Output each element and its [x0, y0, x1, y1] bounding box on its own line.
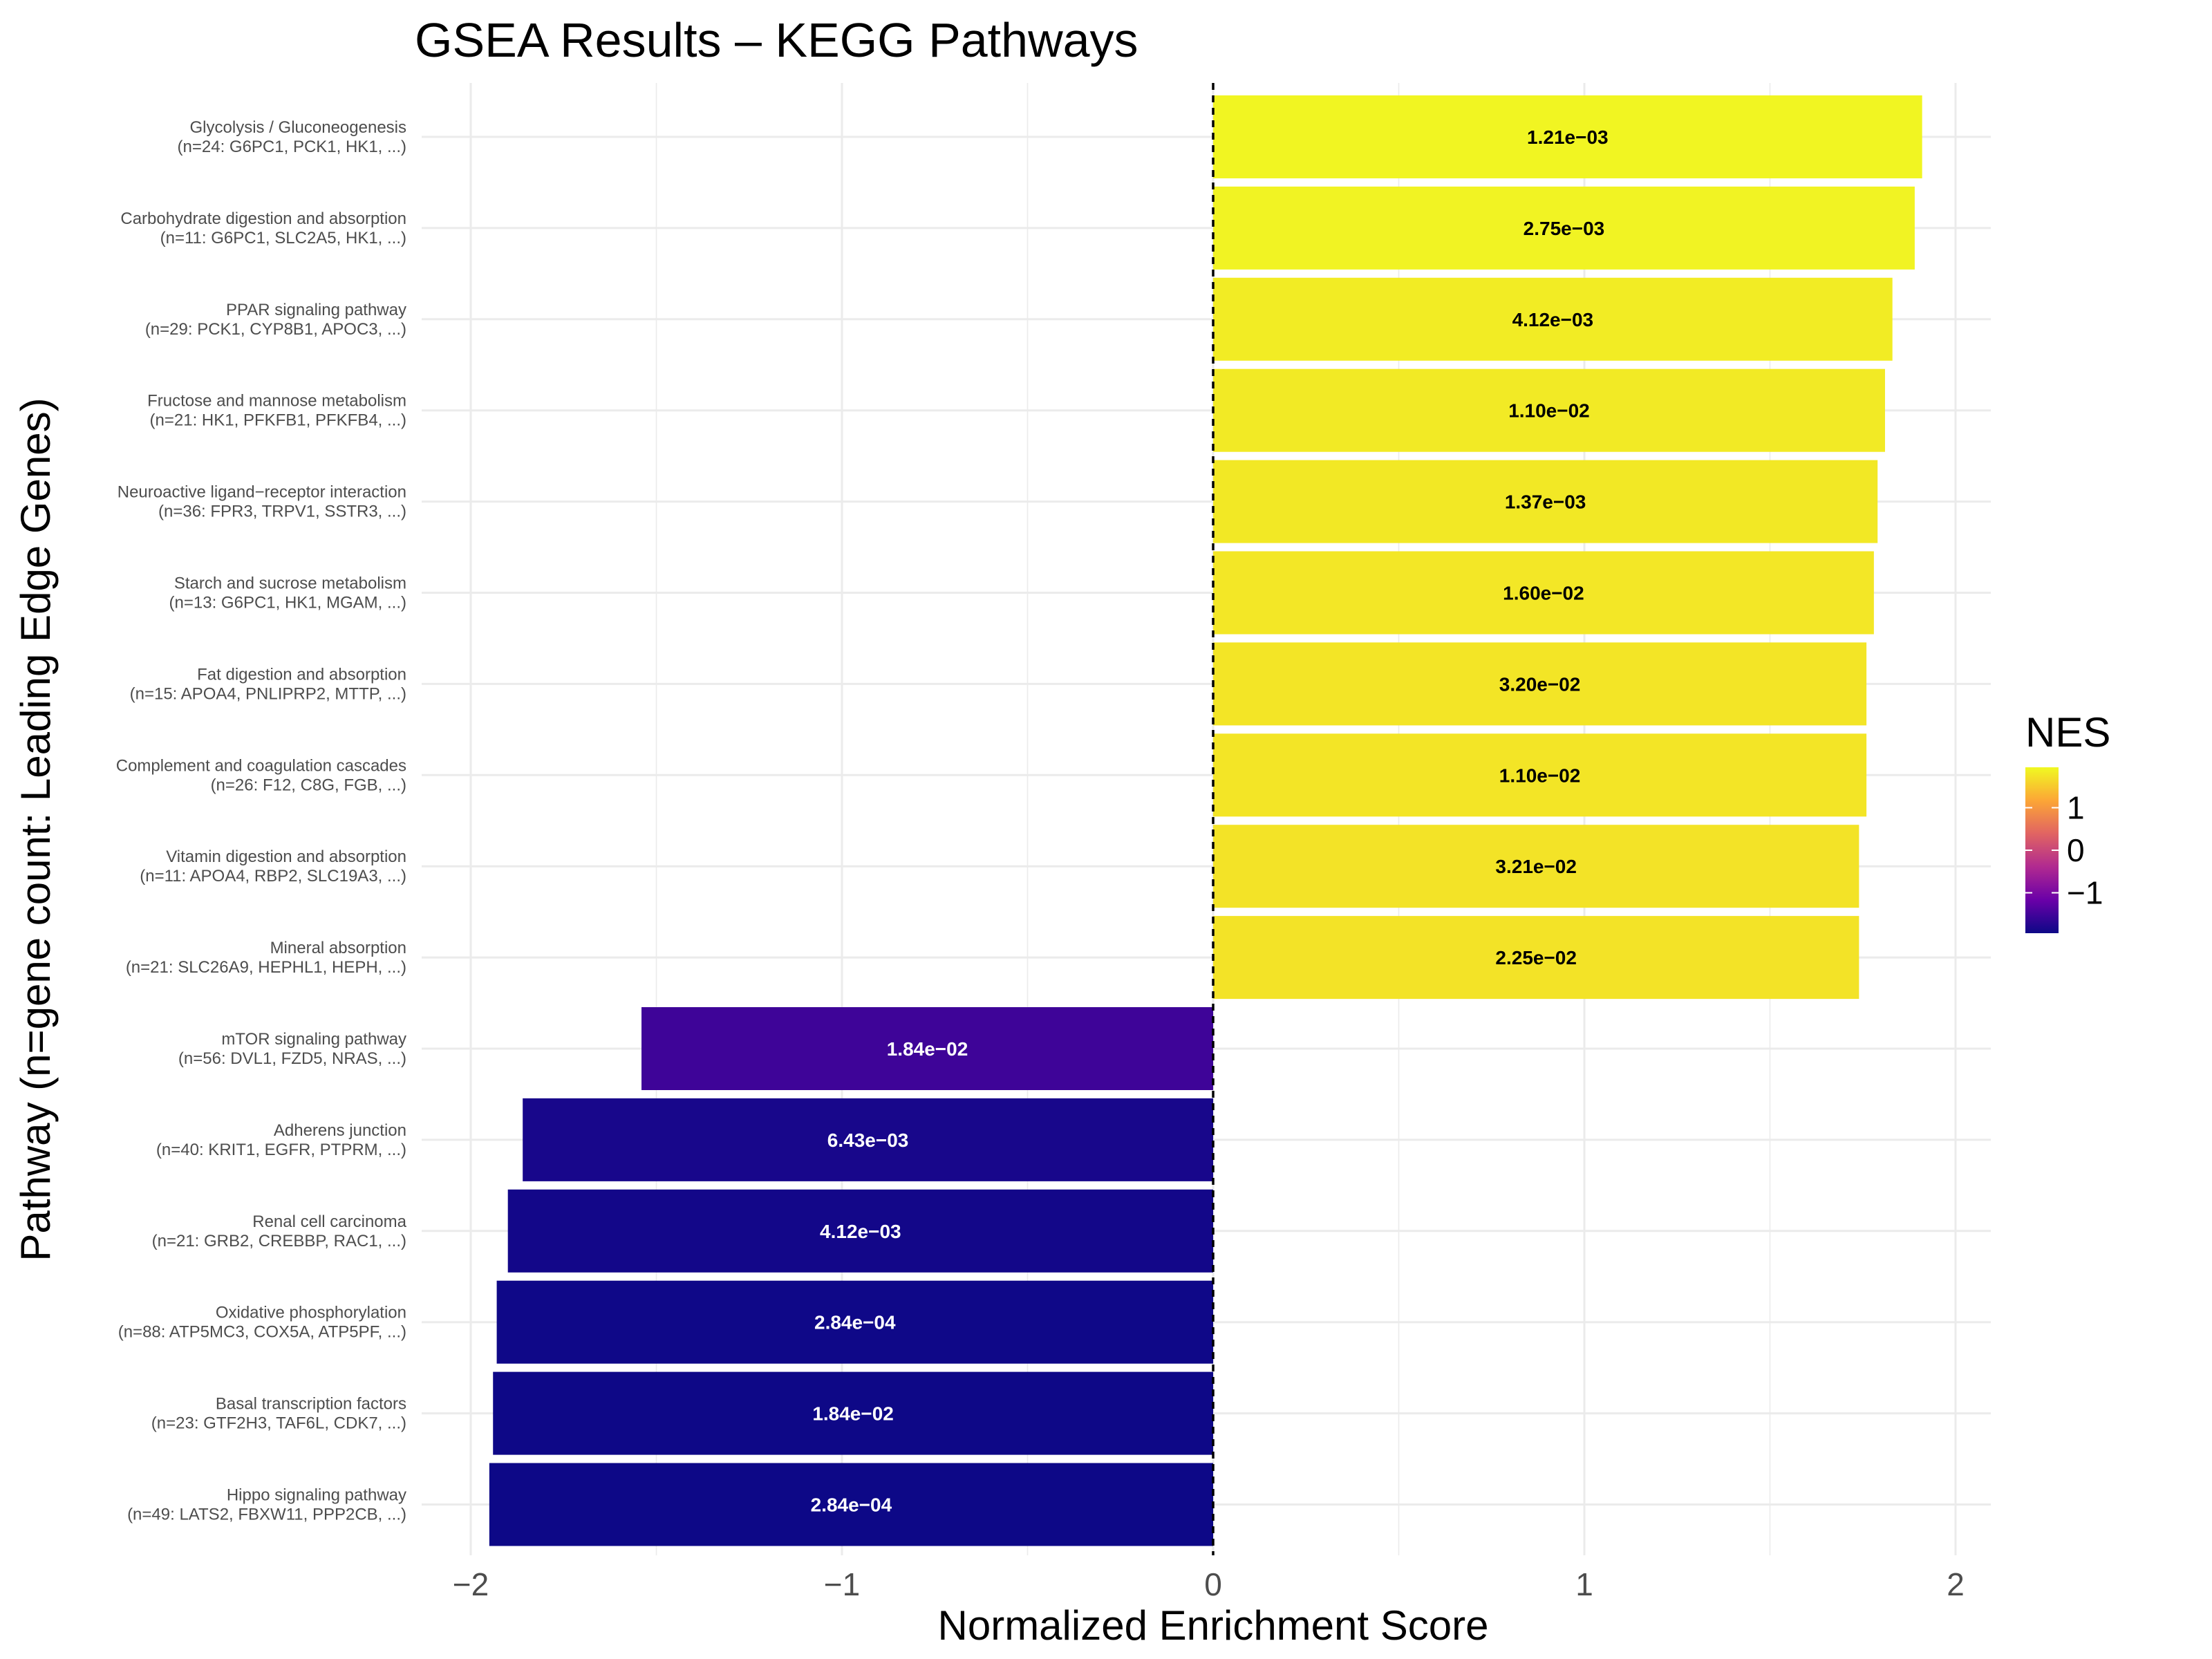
category-label-genes: (n=21: GRB2, CREBBP, RAC1, ...) [152, 1232, 406, 1250]
bar [496, 1280, 1213, 1364]
category-label-genes: (n=49: LATS2, FBXW11, PPP2CB, ...) [127, 1506, 406, 1524]
x-tick-label: −2 [453, 1566, 489, 1602]
bar-value-label: 1.10e−02 [1499, 765, 1581, 786]
bar-value-label: 3.21e−02 [1495, 856, 1577, 877]
bars [489, 95, 1922, 1546]
category-label-name: Carbohydrate digestion and absorption [120, 209, 406, 228]
bar [1213, 642, 1867, 726]
bar-value-label: 2.25e−02 [1495, 947, 1577, 968]
bar [1213, 916, 1859, 1000]
category-label-name: PPAR signaling pathway [226, 301, 406, 319]
bar-value-label: 4.12e−03 [1512, 309, 1594, 330]
category-label-genes: (n=23: GTF2H3, TAF6L, CDK7, ...) [151, 1414, 406, 1433]
category-labels: Glycolysis / Gluconeogenesis(n=24: G6PC1… [116, 118, 407, 1524]
nes-colorbar-legend: NES 1 0 −1 [2025, 709, 2110, 933]
category-label-genes: (n=15: APOA4, PNLIPRP2, MTTP, ...) [130, 684, 406, 703]
category-label-name: Starch and sucrose metabolism [174, 574, 406, 593]
bar-value-label: 2.84e−04 [811, 1494, 892, 1516]
category-label-name: Vitamin digestion and absorption [166, 847, 406, 866]
bar [1213, 825, 1859, 908]
bar [641, 1007, 1213, 1090]
x-axis-title: Normalized Enrichment Score [938, 1602, 1489, 1649]
category-label-genes: (n=24: G6PC1, PCK1, HK1, ...) [178, 138, 406, 156]
bar-value-label: 1.37e−03 [1505, 491, 1586, 513]
bar-value-label: 1.84e−02 [887, 1038, 968, 1060]
x-axis-ticks: −2 −1 0 1 2 [453, 1566, 1965, 1602]
bar [523, 1098, 1213, 1181]
x-tick-label: 1 [1575, 1566, 1593, 1602]
category-label-name: mTOR signaling pathway [221, 1030, 406, 1049]
bar-value-label: 4.12e−03 [820, 1221, 901, 1242]
category-label-name: Neuroactive ligand−receptor interaction [118, 483, 406, 502]
bar-value-label: 2.75e−03 [1524, 218, 1605, 239]
bar [1213, 368, 1885, 452]
legend-ticks: 1 0 −1 [2025, 789, 2103, 911]
category-label-name: Glycolysis / Gluconeogenesis [190, 118, 406, 137]
category-label-genes: (n=26: F12, C8G, FGB, ...) [211, 776, 406, 794]
category-label-name: Basal transcription factors [216, 1395, 406, 1414]
legend-tick-label: −1 [2067, 875, 2103, 911]
legend-title: NES [2025, 709, 2110, 756]
bar-value-label: 1.60e−02 [1503, 583, 1584, 604]
category-label-genes: (n=21: HK1, PFKFB1, PFKFB4, ...) [150, 411, 406, 430]
bar [1213, 733, 1867, 817]
category-label-name: Renal cell carcinoma [252, 1212, 406, 1231]
bar-value-label: 2.84e−04 [814, 1312, 896, 1333]
bar-value-label: 1.84e−02 [812, 1403, 894, 1425]
bar [1213, 95, 1922, 178]
bar [1213, 460, 1878, 543]
bar [489, 1463, 1213, 1546]
bar-value-labels: 1.21e−03 2.75e−03 4.12e−03 1.10e−02 1.37e−03… [811, 126, 1609, 1516]
bar [493, 1371, 1213, 1455]
bar-value-label: 1.10e−02 [1508, 400, 1590, 422]
category-label-genes: (n=21: SLC26A9, HEPHL1, HEPH, ...) [126, 958, 406, 977]
x-tick-label: −1 [824, 1566, 860, 1602]
category-label-name: Mineral absorption [270, 939, 406, 957]
y-axis-title: Pathway (n=gene count: Leading Edge Gene… [12, 397, 59, 1261]
category-label-genes: (n=29: PCK1, CYP8B1, APOC3, ...) [145, 320, 406, 339]
bar [1213, 277, 1893, 361]
bar-value-label: 1.21e−03 [1527, 126, 1609, 148]
legend-tick-label: 0 [2067, 832, 2085, 868]
category-label-genes: (n=36: FPR3, TRPV1, SSTR3, ...) [158, 503, 406, 521]
category-label-name: Complement and coagulation cascades [116, 756, 406, 775]
category-label-genes: (n=13: G6PC1, HK1, MGAM, ...) [169, 594, 406, 612]
category-label-genes: (n=11: G6PC1, SLC2A5, HK1, ...) [160, 229, 406, 247]
bar [1213, 186, 1915, 270]
bar [507, 1189, 1213, 1273]
category-label-genes: (n=88: ATP5MC3, COX5A, ATP5PF, ...) [118, 1323, 406, 1342]
x-tick-label: 0 [1204, 1566, 1222, 1602]
legend-tick-label: 1 [2067, 789, 2085, 825]
x-tick-label: 2 [1947, 1566, 1965, 1602]
chart-title: GSEA Results – KEGG Pathways [415, 13, 1138, 67]
category-label-name: Oxidative phosphorylation [216, 1304, 406, 1322]
bar [1213, 551, 1874, 635]
category-label-genes: (n=11: APOA4, RBP2, SLC19A3, ...) [140, 867, 406, 885]
category-label-name: Adherens junction [274, 1121, 406, 1140]
bar-value-label: 6.43e−03 [827, 1130, 909, 1151]
category-label-name: Hippo signaling pathway [227, 1486, 406, 1505]
bar-value-label: 3.20e−02 [1499, 673, 1581, 695]
category-label-genes: (n=56: DVL1, FZD5, NRAS, ...) [178, 1049, 406, 1068]
category-label-name: Fructose and mannose metabolism [147, 392, 406, 411]
category-label-name: Fat digestion and absorption [197, 665, 406, 684]
category-label-genes: (n=40: KRIT1, EGFR, PTPRM, ...) [156, 1141, 406, 1159]
